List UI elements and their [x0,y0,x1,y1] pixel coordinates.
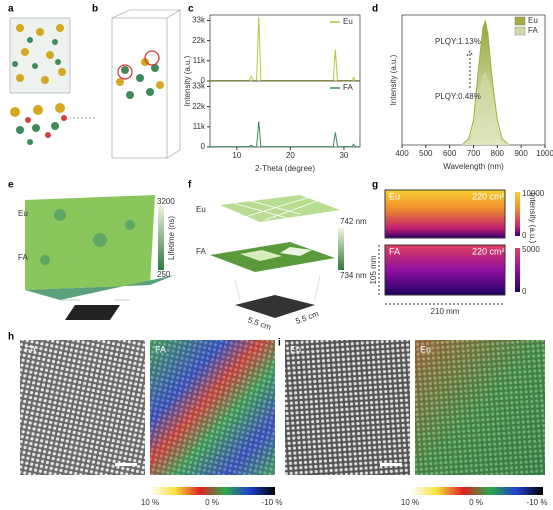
layer-label: Eu [196,205,206,214]
annotation: PLQY:0.48% [435,92,481,101]
annotation: PLQY:1.13% [435,37,481,46]
series-area [461,73,510,145]
y-tick-label: 33k [192,16,206,25]
colorbar-max: 5000 [522,245,540,254]
x-tick-label: 1000 [536,149,553,158]
x-tick-label: 10 [232,151,241,160]
colorbar-min: 734 nm [340,271,367,280]
hrtem-images [20,340,275,495]
colorbar-max: 10000 [522,189,545,198]
layer-label: Eu [18,209,28,218]
pl-map [210,195,344,318]
series-line [461,19,510,146]
x-tick-label: 400 [395,149,409,158]
x-tick-label: 700 [467,149,481,158]
y-axis-title: Intensity (a.u.) [389,54,398,105]
panel-label: f [188,180,192,191]
x-tick-label: 500 [419,149,433,158]
y-axis-title: Intensity (a.u.) [183,55,192,106]
colorbar-max: 742 nm [340,217,367,226]
panel-label: g [372,180,378,191]
legend-label: FA [528,26,538,35]
series-line [210,121,360,148]
y-tick-label: 0 [201,76,206,85]
y-tick-label: 11k [193,56,206,65]
hrtem-images [285,340,545,495]
y-tick-label: 11k [193,122,206,131]
colorbar-tick: -10 % [527,498,548,507]
pl-imaging [378,189,520,305]
x-tick-label: 600 [443,149,457,158]
dimension-label: 5.5 cm [247,315,273,332]
colorbar-tick: -10 % [262,498,283,507]
series-line [210,16,360,81]
crystal-structure [9,17,71,145]
area-label: 220 cm² [472,191,505,201]
dimension-label: 5.5 cm [294,309,320,326]
panel-label: a [8,4,14,15]
colorbar-tick: 0 % [469,498,483,507]
unit-cell [70,9,182,159]
panel-label: b [92,4,98,15]
series-line [461,72,510,146]
panel-label: i [278,338,281,349]
colorbar-tick: 10 % [401,498,419,507]
x-tick-label: 800 [491,149,505,158]
image-label: FA [155,344,166,354]
x-axis-title: 2-Theta (degree) [255,164,315,173]
colorbar-tick: 10 % [141,498,159,507]
image-label: Eu [290,344,301,354]
x-tick-label: 900 [514,149,528,158]
image-label: FA [25,344,36,354]
colorbar-min: 250 [157,270,171,279]
colorbar-tick: 0 % [205,498,219,507]
dimension-label: 105 mm [369,255,378,284]
dimension-label: 210 mm [431,307,460,316]
x-tick-label: 20 [286,151,295,160]
panel-label: e [8,180,14,191]
legend-swatch [514,16,526,26]
legend-swatch [514,26,526,36]
y-tick-label: 33k [192,82,206,91]
layer-label: FA [196,247,206,256]
area-label: 220 cm² [472,246,505,256]
colorbar-min: 0 [522,231,527,240]
x-axis-title: Wavelength (nm) [443,162,504,171]
y-tick-label: 0 [201,142,206,151]
lifetime-map [25,195,175,320]
y-tick-label: 22k [192,36,206,45]
legend-label: Eu [343,17,353,26]
panel-label: d [372,4,378,15]
colorbar-title: Lifetime (ns) [167,216,176,260]
x-tick-label: 30 [339,151,348,160]
image-label: Eu [420,344,431,354]
colorbar-title: Intensity (a.u.) [528,193,537,244]
legend-label: Eu [528,16,538,25]
image-label: Eu [389,191,400,201]
y-tick-label: 22k [192,102,206,111]
panel-label: c [188,4,194,15]
annotation-arrow [466,50,474,88]
colorbar-min: 0 [522,287,527,296]
image-label: FA [389,246,400,256]
legend-label: FA [343,83,353,92]
colorbar-max: 3200 [157,197,175,206]
panel-label: h [8,332,14,343]
layer-label: FA [18,253,28,262]
